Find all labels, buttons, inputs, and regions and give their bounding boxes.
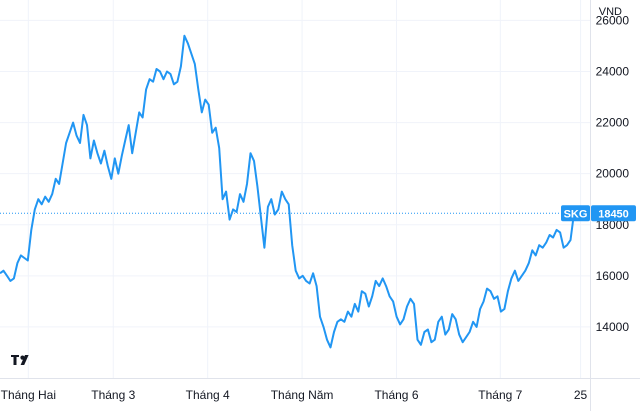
y-tick-label: 22000 <box>596 116 630 130</box>
x-tick-label: Tháng 6 <box>374 388 418 402</box>
currency-unit-label: VND <box>599 6 622 18</box>
last-price-label: 18450 <box>598 208 629 220</box>
x-tick-label: Tháng 4 <box>186 388 230 402</box>
x-tick-label: Tháng Hai <box>1 388 56 402</box>
x-tick-label: Tháng 7 <box>478 388 522 402</box>
y-tick-label: 24000 <box>596 65 630 79</box>
x-tick-label: Tháng Năm <box>271 388 334 402</box>
y-tick-label: 14000 <box>596 320 630 334</box>
series-layer <box>0 34 575 349</box>
y-tick-label: 26000 <box>596 13 630 27</box>
last-price-tag <box>591 205 636 222</box>
symbol-tag-label: SKG <box>564 208 588 220</box>
x-tick-label: 25 <box>574 388 588 402</box>
symbol-tag <box>561 205 590 222</box>
y-tick-label: 16000 <box>596 269 630 283</box>
x-tick-label: Tháng 3 <box>91 388 135 402</box>
x-axis: Tháng Hai Tháng 3 Tháng 4 Tháng Năm Tháng 6 T… <box>1 388 588 402</box>
y-tick-label: 20000 <box>596 167 630 181</box>
series-line-skg[interactable] <box>0 34 575 349</box>
tradingview-logo-icon[interactable] <box>11 355 29 365</box>
price-tag: SKG 18450 <box>0 205 636 222</box>
